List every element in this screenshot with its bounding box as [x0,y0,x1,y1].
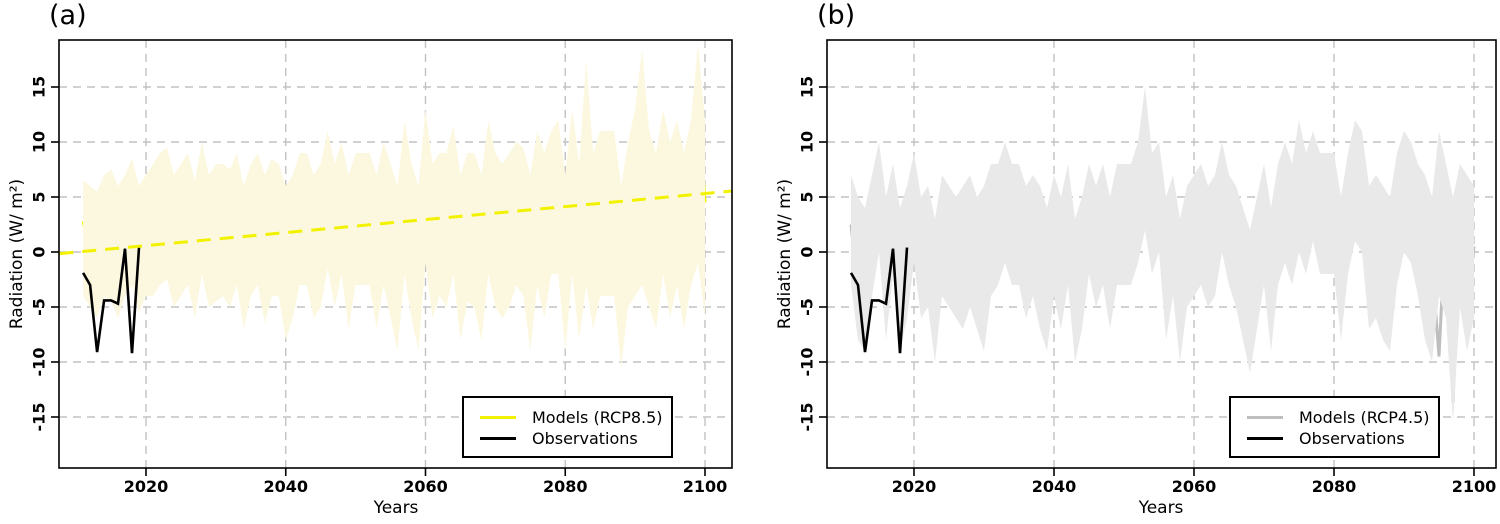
panel-b-x-axis-title: Years [1138,498,1184,518]
legend-label: Models (RCP4.5) [1299,408,1430,427]
legend-item-models-rcp85: Models (RCP8.5) [464,407,671,428]
panel-a-legend: Models (RCP8.5) Observations [462,396,673,458]
models-rcp45-line-swatch [1247,416,1283,419]
panel-a-observations-line [81,247,141,354]
panel-b-x-tick-label: 2060 [1172,477,1217,496]
panel-b-legend: Models (RCP4.5) Observations [1229,396,1440,458]
panel-b-x-tick-label: 2100 [1452,477,1497,496]
panel-a-y-tick-label: 0 [30,246,49,257]
panel-a-y-axis-title: Radiation (W/ m²) [7,178,27,330]
panel-a-trend-line [59,189,732,256]
panel-b-uncertainty-band [851,87,1474,423]
panel-b-y-tick-label: -5 [798,298,817,316]
panel-a-y-tick-label: -10 [30,348,49,377]
panel-b-plot-border [826,39,1497,469]
panel-a-x-tick-label: 2080 [543,477,588,496]
panel-a-y-tick-label: 15 [30,76,49,98]
panel-b-y-tick-label: 15 [798,76,817,98]
panel-b-letter: (b) [817,0,856,31]
panel-a-x-tick-label: 2060 [403,477,448,496]
panel-b-y-tick-label: 5 [798,191,817,202]
panel-b-y-tick-label: 0 [798,246,817,257]
panel-b-x-tick-label: 2080 [1312,477,1357,496]
legend-label: Observations [532,429,638,448]
panel-b-x-tick-label: 2040 [1032,477,1077,496]
legend-label: Models (RCP8.5) [532,408,663,427]
panel-a-letter: (a) [49,0,87,31]
panel-a-x-tick-label: 2020 [124,477,169,496]
panel-a-uncertainty-band [83,43,706,368]
panel-a-y-tick-label: 10 [30,131,49,153]
legend-item-observations: Observations [464,428,671,449]
observations-line-swatch [480,437,516,440]
models-rcp85-line-swatch [480,416,516,419]
panel-b-x-tick-label: 2020 [892,477,937,496]
observations-line-swatch [1247,437,1283,440]
legend-item-models-rcp45: Models (RCP4.5) [1231,407,1438,428]
panel-a-y-tick-label: 5 [30,191,49,202]
panel-b-y-tick-label: -15 [798,403,817,432]
panel-b-y-tick-label: 10 [798,131,817,153]
panel-a-x-axis-title: Years [373,498,419,518]
panel-a-x-tick-label: 2040 [263,477,308,496]
panel-a-y-tick-label: -15 [30,403,49,432]
panel-b-observations-line [849,247,909,354]
legend-label: Observations [1299,429,1405,448]
legend-item-observations: Observations [1231,428,1438,449]
panel-b-y-axis-title: Radiation (W/ m²) [775,178,795,330]
panel-a-y-tick-label: -5 [30,298,49,316]
panel-b-y-tick-label: -10 [798,348,817,377]
panel-a-x-tick-label: 2100 [683,477,728,496]
panel-a-plot-border [58,39,733,469]
